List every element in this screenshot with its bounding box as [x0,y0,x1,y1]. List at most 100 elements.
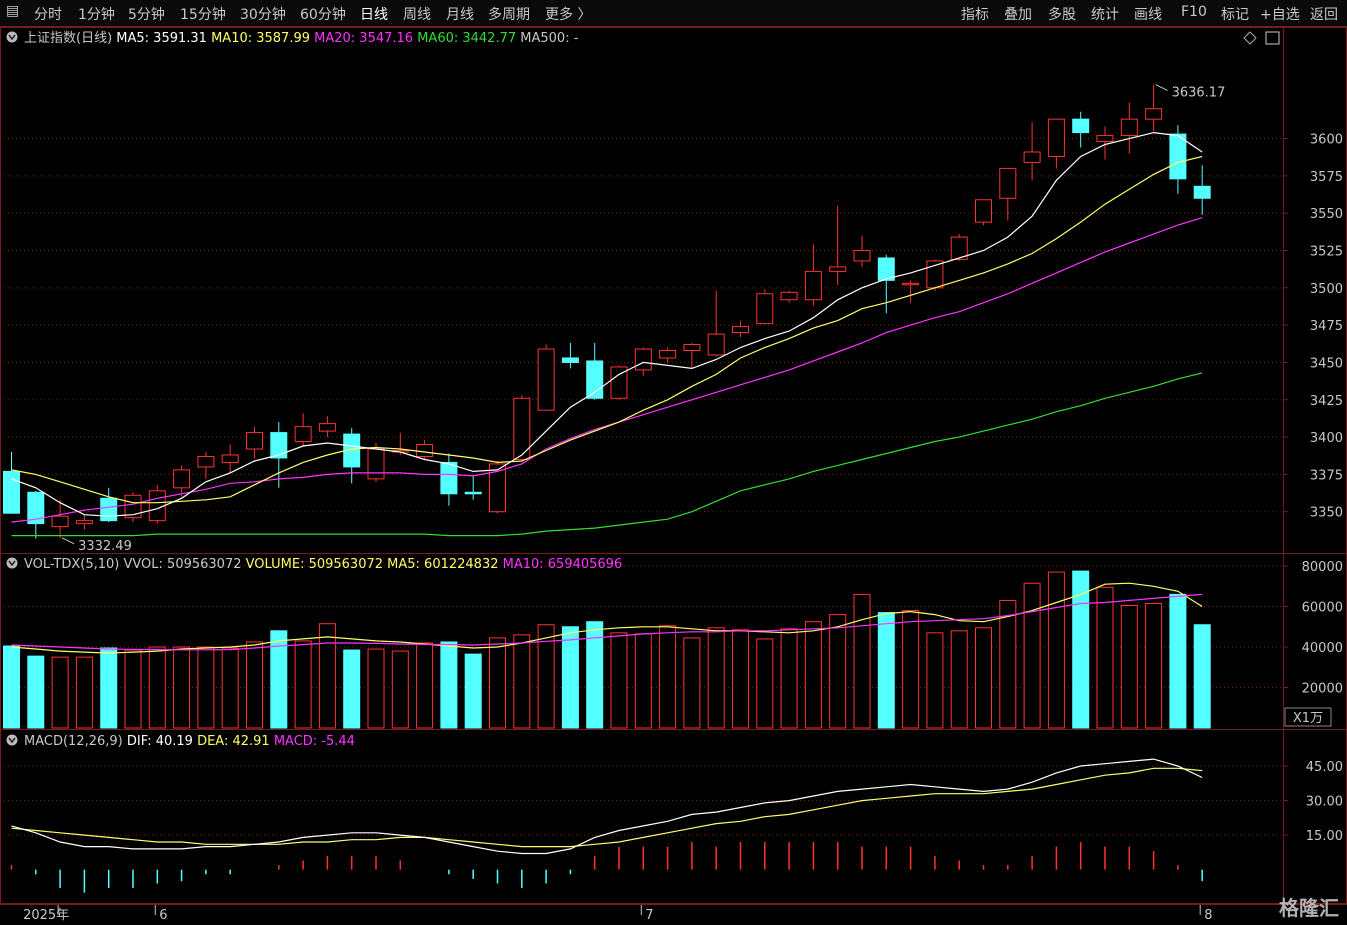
volume-bar [1145,602,1163,729]
candle-body [75,520,93,525]
volume-tick-label: 40000 [1302,641,1343,656]
volume-bar [1169,593,1187,729]
toolbar-action-7[interactable]: +自选 [1260,7,1300,23]
extreme-pointer [61,537,75,545]
macd-legend-item: DEA: 42.91 [197,734,274,749]
candle-body [975,199,992,223]
volume-bar [318,623,336,729]
toolbar-action-6[interactable]: 标记 [1221,7,1249,23]
macd-legend-item: MACD: -5.44 [274,734,355,749]
volume-unit-label: X1万 [1293,711,1323,726]
toolbar-action-1[interactable]: 叠加 [1004,7,1032,23]
toolbar-tab-1[interactable]: 1分钟 [78,7,115,23]
volume-bar [975,627,992,729]
dea-line [11,767,1203,848]
candle-body [51,515,69,528]
volume-legend-item: VVOL: 509563072 [124,557,246,572]
candle-body [513,397,531,460]
price-legend-item: MA60: 3442.77 [417,31,520,46]
candle-body [1023,151,1041,163]
volume-legend-title: VOL-TDX(5,10) [24,557,124,572]
toolbar-tab-6[interactable]: 日线 [360,7,388,23]
volume-bar [756,638,774,729]
volume-bar [1193,624,1211,729]
candle-body [950,236,968,260]
volume-bar [391,650,409,729]
volume-bar [173,646,191,729]
toolbar-action-2[interactable]: 多股 [1048,7,1076,23]
volume-legend-item: VOLUME: 509563072 [246,557,388,572]
toolbar-tab-0[interactable]: 分时 [34,7,62,23]
macd-legend: MACD(12,26,9) DIF: 40.19 DEA: 42.91 MACD… [24,734,355,749]
macd-menu-icon[interactable] [6,734,18,746]
candle-body [173,469,191,489]
volume-bar [416,642,434,729]
toolbar-tab-5[interactable]: 60分钟 [300,7,346,23]
diamond-icon[interactable] [1243,31,1257,45]
candle-body [853,249,871,262]
dif-line [11,758,1203,855]
volume-legend: VOL-TDX(5,10) VVOL: 509563072 VOLUME: 50… [24,557,622,572]
volume-bar [829,614,847,729]
x-axis-label: 7 [645,908,653,923]
price-legend: 上证指数(日线) MA5: 3591.31 MA10: 3587.99 MA20… [24,31,579,46]
period-toolbar: 分时 1分钟 5分钟 15分钟 30分钟 60分钟 日线 周线 月线 多周期 更多 〉 指标 叠加 多股统… [0,0,1347,27]
price-menu-icon[interactable] [6,31,18,43]
toolbar-tab-9[interactable]: 多周期 [488,7,530,23]
volume-bar [124,649,142,729]
candle-body [1193,185,1211,199]
candle-body [27,491,45,525]
price-tick-label: 3500 [1310,282,1343,297]
toolbar-action-4[interactable]: 画线 [1134,7,1162,23]
candle-body [1096,135,1114,143]
candle-body [537,348,555,411]
volume-bar [537,624,555,729]
toolbar-action-5[interactable]: F10 [1181,4,1207,20]
toolbar-action-8[interactable]: 返回 [1310,7,1338,23]
candle-body [1145,108,1163,120]
candle-body [1047,118,1065,157]
ma20-line [11,217,1203,523]
candle-body [197,455,215,468]
volume-bar [221,647,239,729]
toolbar-tab-2[interactable]: 5分钟 [128,7,165,23]
toolbar-tab-7[interactable]: 周线 [403,7,431,23]
volume-unit-box [1284,707,1332,727]
volume-ma10-line [11,593,1203,651]
price-tick-label: 3450 [1310,356,1343,371]
candle-body [756,293,774,325]
toolbar-tab-3[interactable]: 15分钟 [180,7,226,23]
volume-tick-label: 80000 [1302,560,1343,575]
candle-body [294,426,312,443]
extreme-price-label: 3332.49 [78,539,132,554]
toolbar-tab-10[interactable]: 更多 〉 [545,7,592,23]
panel-toggle-icon[interactable]: ▤ [6,3,20,19]
candle-body [902,282,920,286]
volume-bar [804,621,822,729]
candle-body [707,333,725,356]
candle-body [3,470,20,514]
toolbar-action-3[interactable]: 统计 [1091,7,1119,23]
volume-bar [659,625,677,729]
volume-bar [343,649,361,729]
candle-body [464,491,482,495]
price-tick-label: 3525 [1310,244,1343,259]
candle-body [804,270,822,301]
toolbar-action-0[interactable]: 指标 [961,7,989,23]
volume-menu-icon[interactable] [6,557,18,569]
volume-tick-label: 20000 [1302,682,1343,697]
price-legend-item: MA10: 3587.99 [211,31,314,46]
volume-bar [246,641,263,729]
toolbar-tab-4[interactable]: 30分钟 [240,7,286,23]
volume-bar [1096,586,1114,729]
macd-tick-label: 45.00 [1306,760,1343,775]
candle-body [318,423,336,432]
window-toggle-icon[interactable] [1265,31,1280,45]
toolbar-tab-8[interactable]: 月线 [446,7,474,23]
price-tick-label: 3400 [1310,431,1343,446]
volume-bar [440,641,458,729]
watermark-logo: 格隆汇 [1279,896,1339,920]
price-tick-label: 3375 [1310,468,1343,483]
price-tick-label: 3475 [1310,319,1343,334]
volume-bar [732,629,749,729]
